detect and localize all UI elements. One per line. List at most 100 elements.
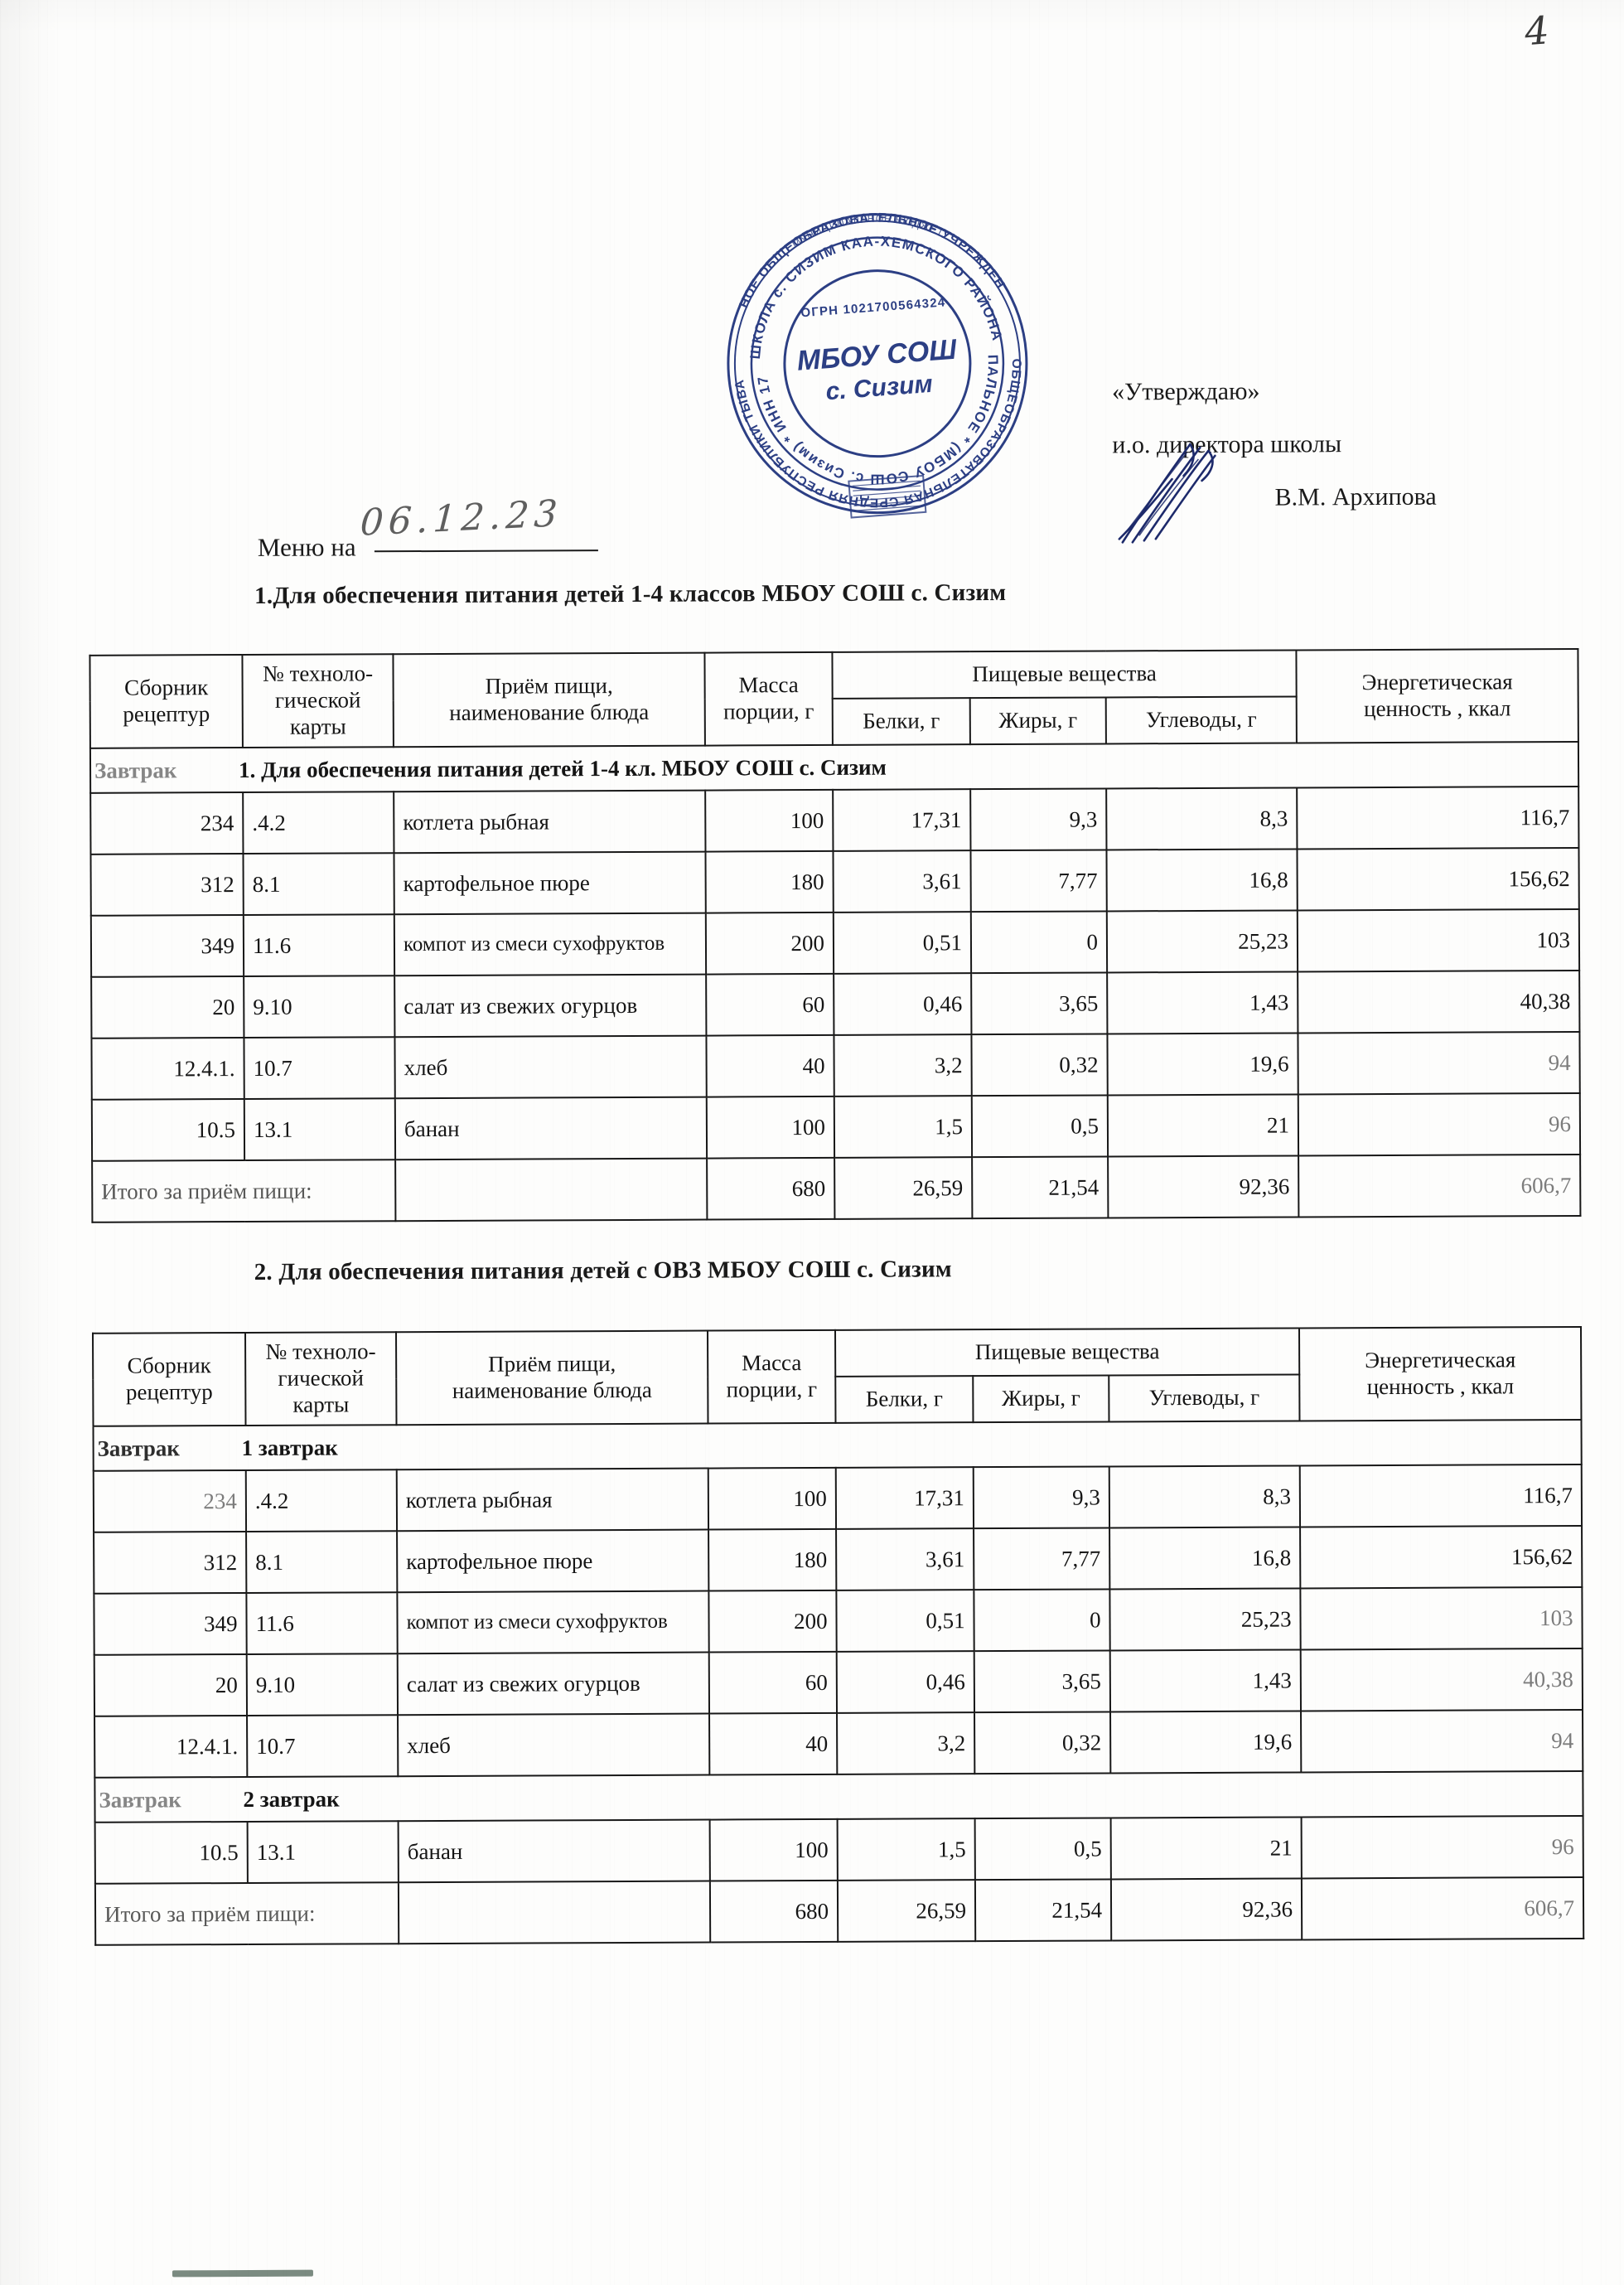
cell-energy: 94 [1301, 1709, 1583, 1773]
cell-dish: компот из смеси сухофруктов [394, 913, 707, 976]
cell-mass: 200 [708, 1590, 837, 1653]
meal-label: Завтрак [97, 1435, 181, 1461]
cell-carbs: 8,3 [1106, 787, 1298, 850]
cell-fat: 0 [974, 1589, 1110, 1652]
cell-fat: 0,32 [974, 1711, 1111, 1774]
header-fat: Жиры, г [973, 1375, 1109, 1423]
cell-energy: 94 [1298, 1031, 1580, 1095]
cell-fat: 0 [970, 911, 1108, 974]
cell-tech-card: 10.7 [247, 1715, 399, 1777]
cell-dish: хлеб [398, 1713, 710, 1777]
cell-protein: 17,31 [835, 1467, 974, 1529]
cell-fat: 9,3 [973, 1466, 1110, 1529]
cell-mass: 60 [706, 973, 834, 1036]
cell-dish: компот из смеси сухофруктов [397, 1590, 709, 1654]
cell-mass: 180 [705, 850, 834, 913]
scan-artifact [172, 2269, 313, 2278]
cell-protein: 17,31 [833, 789, 971, 851]
cell-collection: 234 [90, 792, 244, 854]
header-tech-card: № технолo- гической карты [242, 654, 394, 748]
meal-title: 1. Для обеспечения питания детей 1-4 кл.… [238, 754, 887, 782]
cell-tech-card: 11.6 [246, 1592, 398, 1654]
total-energy: 606,7 [1298, 1154, 1581, 1218]
table-row: 12.4.1. 10.7 хлеб 40 3,2 0,32 19,6 94 [94, 1709, 1583, 1778]
cell-energy: 40,38 [1300, 1648, 1583, 1711]
cell-fat: 3,65 [974, 1650, 1111, 1713]
meal-separator-row: Завтрак 1 завтрак [93, 1419, 1582, 1471]
header-protein: Белки, г [835, 1376, 974, 1423]
header-energy: Энергетическая ценность , ккал [1299, 1326, 1582, 1421]
cell-dish: банан [398, 1819, 710, 1883]
cell-collection: 312 [90, 854, 244, 916]
cell-tech-card: 10.7 [244, 1037, 395, 1100]
meal-separator-cell: Завтрак 1 завтрак [93, 1419, 1582, 1471]
menu-table-grades-1-4: Сборник рецептур № технолo- гической кар… [89, 648, 1581, 1223]
header-protein: Белки, г [832, 698, 970, 745]
header-tech-card-line2: гической [274, 687, 361, 713]
header-collection-line2: рецептур [123, 701, 210, 727]
menu-table-ovz: Сборник рецептур № технолo- гической кар… [92, 1326, 1584, 1946]
menu-on-label: Меню на [257, 532, 356, 562]
cell-carbs: 1,43 [1107, 971, 1298, 1034]
table-row: 12.4.1. 10.7 хлеб 40 3,2 0,32 19,6 94 [91, 1031, 1580, 1100]
header-mass-line2: порции, г [723, 698, 814, 724]
cell-tech-card: 13.1 [247, 1821, 399, 1883]
cell-mass: 100 [709, 1818, 838, 1881]
header-dish: Приём пищи, наименование блюда [396, 1330, 708, 1426]
header-collection: Сборник рецептур [89, 655, 243, 748]
cell-carbs: 21 [1110, 1817, 1302, 1880]
cell-dish: салат из свежих огурцов [394, 974, 707, 1038]
cell-protein: 0,46 [834, 973, 972, 1035]
header-collection-line2: рецептур [125, 1379, 213, 1405]
header-collection: Сборник рецептур [93, 1332, 246, 1426]
table-body: Завтрак 1 завтрак 234 .4.2 котлета рыбна… [93, 1419, 1584, 1945]
cell-mass: 100 [708, 1467, 837, 1530]
cell-collection: 349 [90, 915, 244, 977]
header-collection-line1: Сборник [124, 675, 209, 700]
header-tech-card-line3: карты [289, 714, 346, 739]
section-heading-1: 1.Для обеспечения питания детей 1-4 клас… [254, 579, 1007, 609]
total-spacer [398, 1881, 711, 1944]
meal-label: Завтрак [94, 757, 177, 783]
cell-mass: 60 [708, 1651, 838, 1714]
signature-scribble-icon [1110, 433, 1269, 546]
total-row: Итого за приём пищи: 680 26,59 21,54 92,… [92, 1154, 1581, 1222]
total-label: Итого за приём пищи: [94, 1882, 399, 1945]
total-row: Итого за приём пищи: 680 26,59 21,54 92,… [94, 1876, 1584, 1945]
cell-tech-card: 13.1 [244, 1098, 396, 1161]
cell-collection: 12.4.1. [94, 1715, 248, 1778]
cell-protein: 3,2 [834, 1034, 972, 1097]
cell-fat: 7,77 [974, 1527, 1110, 1590]
cell-dish: банан [394, 1097, 708, 1160]
cell-dish: картофельное пюре [397, 1529, 709, 1593]
cell-energy: 156,62 [1297, 847, 1579, 911]
header-mass-line1: Масса [741, 1350, 802, 1376]
cell-tech-card: 11.6 [243, 914, 395, 977]
total-fat: 21,54 [974, 1879, 1112, 1942]
total-fat: 21,54 [972, 1156, 1109, 1219]
cell-mass: 200 [705, 912, 834, 975]
header-energy: Энергетическая ценность , ккал [1296, 648, 1578, 743]
header-dish-line2: наименование блюда [452, 1377, 652, 1403]
meal-label: Завтрак [99, 1786, 181, 1813]
cell-tech-card: 9.10 [246, 1653, 399, 1716]
cell-carbs: 8,3 [1109, 1465, 1301, 1528]
header-tech-card-line1: № технолo- [265, 1339, 376, 1365]
official-round-stamp-icon: НОЕ ОБЩЕОБРАЗОВАТЕЛЬНОЕ УЧРЕЖДЕН ОБЩЕОБР… [708, 194, 1046, 533]
meal-separator-row: Завтрак 1. Для обеспечения питания детей… [89, 741, 1579, 793]
page-number-handwritten: 4 [1523, 7, 1551, 55]
header-energy-line2: ценность , ккал [1364, 695, 1511, 722]
table-row: 20 9.10 салат из свежих огурцов 60 0,46 … [94, 1648, 1583, 1716]
header-nutrients-group: Пищевые вещества [832, 650, 1297, 699]
header-tech-card-line2: гической [278, 1365, 365, 1391]
cell-protein: 0,51 [836, 1590, 974, 1652]
cell-fat: 3,65 [971, 972, 1108, 1035]
cell-fat: 7,77 [970, 850, 1107, 913]
cell-energy: 156,62 [1300, 1525, 1583, 1589]
table-body: Завтрак 1. Для обеспечения питания детей… [89, 741, 1581, 1222]
header-mass-line2: порции, г [726, 1376, 818, 1402]
cell-carbs: 25,23 [1109, 1588, 1301, 1651]
cell-collection: 20 [94, 1653, 248, 1716]
header-dish-line2: наименование блюда [449, 699, 650, 725]
cell-energy: 103 [1297, 908, 1580, 972]
